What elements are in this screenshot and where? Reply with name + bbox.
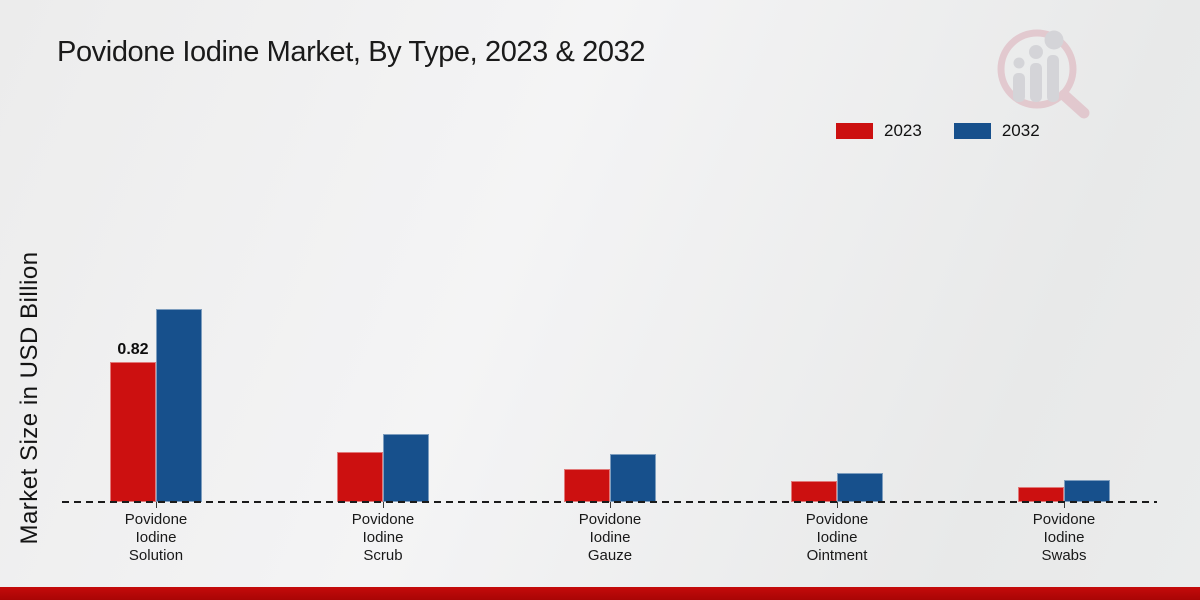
bar-2032-povidone-iodine-gauze [610, 454, 656, 502]
category-label: Povidone Iodine Solution [124, 511, 188, 564]
bar-2023-povidone-iodine-gauze [564, 469, 610, 502]
category-label: Povidone Iodine Gauze [578, 511, 642, 564]
y-axis-label: Market Size in USD Billion [16, 251, 43, 545]
chart-title: Povidone Iodine Market, By Type, 2023 & … [57, 36, 646, 68]
legend-item-2023: 2023 [836, 121, 922, 141]
bar-value-label: 0.82 [117, 341, 149, 358]
x-axis-tick [383, 502, 384, 508]
bar-2032-povidone-iodine-swabs [1064, 480, 1110, 502]
x-axis-tick [610, 502, 611, 508]
bar-2023-povidone-iodine-swabs [1018, 487, 1064, 502]
bar-2032-povidone-iodine-ointment [837, 473, 883, 502]
legend-label-2032: 2032 [1001, 121, 1040, 140]
footer-accent-bar [0, 587, 1200, 600]
category-label: Povidone Iodine Swabs [1032, 511, 1096, 564]
legend-swatch-2023 [836, 123, 873, 139]
x-axis-tick [156, 502, 157, 508]
legend: 2023 2032 [836, 121, 1040, 141]
legend-label-2023: 2023 [884, 121, 922, 140]
x-axis-tick [837, 502, 838, 508]
x-axis-tick [1064, 502, 1065, 508]
bar-2023-povidone-iodine-scrub [337, 452, 383, 502]
legend-item-2032: 2032 [953, 121, 1040, 141]
market-research-magnifier-logo-icon [997, 29, 1090, 119]
category-label: Povidone Iodine Ointment [805, 511, 869, 564]
category-label: Povidone Iodine Scrub [351, 511, 415, 564]
plot-area: Povidone Iodine Solution Povidone Iodine Scru… [62, 300, 1157, 564]
bar-2032-povidone-iodine-solution [156, 309, 202, 502]
bar-2023-povidone-iodine-ointment [791, 481, 837, 502]
bar-2023-povidone-iodine-solution [110, 362, 156, 502]
legend-swatch-2032 [953, 123, 991, 139]
bar-2032-povidone-iodine-scrub [383, 434, 429, 502]
x-axis-line [62, 501, 1157, 503]
